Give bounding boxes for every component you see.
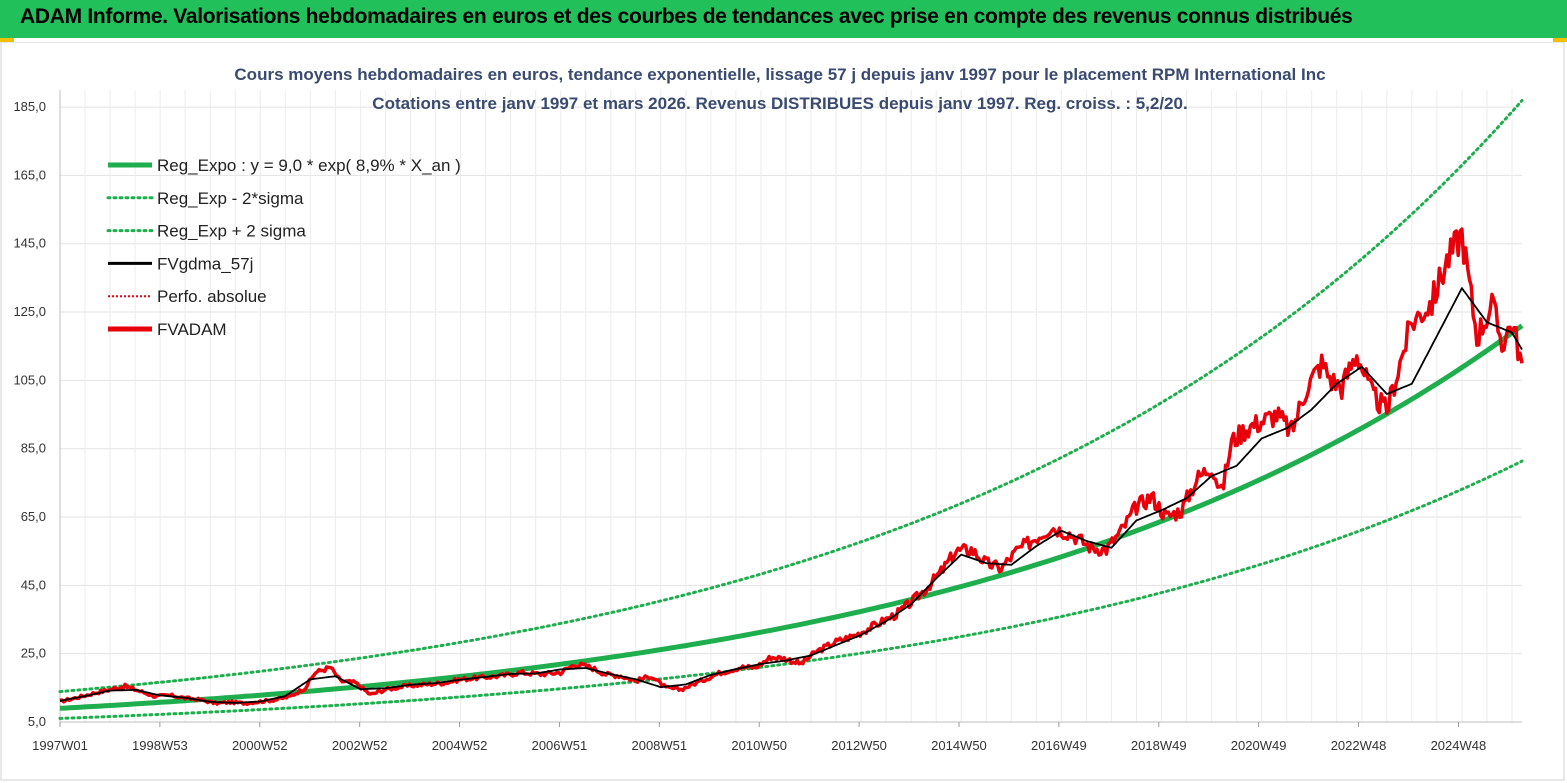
- x-tick-label: 2010W50: [731, 738, 787, 753]
- x-tick-label: 2014W50: [931, 738, 987, 753]
- reg-exp-minus-2sigma-line: [58, 459, 1524, 720]
- title-banner: ADAM Informe. Valorisations hebdomadaire…: [0, 0, 1567, 38]
- y-tick-label: 45,0: [21, 577, 46, 592]
- chart-border: [0, 42, 1565, 781]
- legend: Reg_Expo : y = 9,0 * exp( 8,9% * X_an ) R…: [106, 156, 461, 339]
- chart-svg: Cours moyens hebdomadaires en euros, ten…: [0, 42, 1565, 781]
- chart-subtitle: Cotations entre janv 1997 et mars 2026. …: [372, 94, 1187, 113]
- fvadam-line: [59, 227, 1524, 707]
- legend-perfo-absolue-label: Perfo. absolue: [157, 287, 267, 306]
- y-tick-label: 145,0: [13, 236, 46, 251]
- y-tick-label: 165,0: [13, 167, 46, 182]
- banner-title: ADAM Informe. Valorisations hebdomadaire…: [20, 5, 1353, 28]
- chart-title: Cours moyens hebdomadaires en euros, ten…: [234, 65, 1325, 84]
- y-tick-label: 5,0: [28, 714, 46, 729]
- reg-exp-plus-2sigma-line: [58, 99, 1524, 694]
- chart-area: Cours moyens hebdomadaires en euros, ten…: [0, 42, 1567, 783]
- x-tick-label: 2016W49: [1031, 738, 1087, 753]
- x-tick-label: 2002W52: [332, 738, 388, 753]
- x-tick-label: 2018W49: [1131, 738, 1187, 753]
- x-tick-label: 2006W51: [532, 738, 588, 753]
- y-tick-label: 185,0: [13, 99, 46, 114]
- x-tick-label: 1997W01: [32, 738, 88, 753]
- y-tick-label: 65,0: [21, 509, 46, 524]
- y-tick-label: 105,0: [13, 372, 46, 387]
- accent-bar-right: [1553, 38, 1567, 42]
- x-axis-ticks: 1997W01 1998W53 2000W52 2002W52 2004W52 2006W…: [32, 722, 1486, 753]
- x-tick-label: 2008W51: [631, 738, 687, 753]
- legend-reg-exp-minus-2sigma-label: Reg_Exp - 2*sigma: [157, 189, 304, 208]
- series: [58, 99, 1524, 720]
- x-tick-label: 2004W52: [432, 738, 488, 753]
- accent-bar-left: [0, 38, 14, 42]
- x-tick-label: 2022W48: [1331, 738, 1387, 753]
- y-tick-label: 125,0: [13, 304, 46, 319]
- legend-fvgdma-57j-label: FVgdma_57j: [157, 254, 253, 273]
- y-axis-ticks: 5,0 25,0 45,0 65,0 85,0 105,0 125,0 145,0 165,0 1…: [13, 99, 46, 729]
- x-tick-label: 2000W52: [232, 738, 288, 753]
- x-tick-label: 2024W48: [1431, 738, 1487, 753]
- legend-fvadam-label: FVADAM: [157, 320, 227, 339]
- y-tick-label: 25,0: [21, 646, 46, 661]
- x-tick-label: 1998W53: [132, 738, 188, 753]
- x-tick-label: 2012W50: [831, 738, 887, 753]
- legend-reg-expo-label: Reg_Expo : y = 9,0 * exp( 8,9% * X_an ): [157, 156, 461, 175]
- x-tick-label: 2020W49: [1231, 738, 1287, 753]
- y-tick-label: 85,0: [21, 441, 46, 456]
- legend-reg-exp-plus-2sigma-label: Reg_Exp + 2 sigma: [157, 222, 306, 241]
- grid: [59, 90, 1522, 723]
- fvgdma-57j-line: [59, 287, 1523, 704]
